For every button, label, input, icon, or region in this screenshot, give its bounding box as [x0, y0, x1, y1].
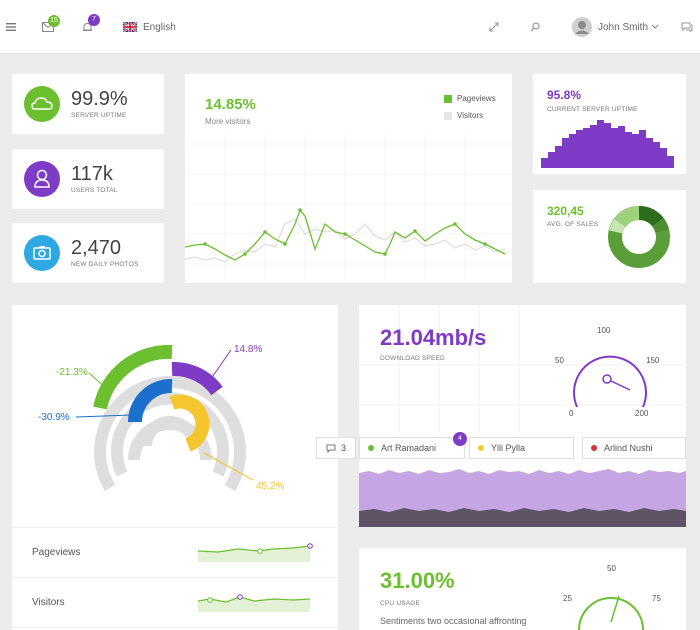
visitors-line-chart: [185, 134, 512, 283]
uptime-label: SERVER UPTIME: [71, 112, 127, 119]
visitors-sparkline: [198, 594, 311, 612]
language-selector[interactable]: English: [123, 0, 176, 54]
cpu-text: Sentiments two occasional affronting: [380, 616, 527, 626]
users-value: 117k: [71, 163, 113, 185]
radial-bar-chart: [75, 344, 254, 492]
cpu-tick-75: 75: [652, 594, 661, 603]
cpu-usage-card: 31.00% CPU USAGE Sentiments two occasion…: [359, 548, 686, 630]
users-label: USERS TOTAL: [71, 187, 118, 194]
download-label: DOWNLOAD SPEED: [380, 355, 445, 362]
comment-count: 3: [340, 443, 346, 453]
cpu-value: 31.00%: [380, 568, 455, 593]
status-dot: [591, 445, 597, 451]
camera-icon: [24, 235, 60, 271]
comments-tab[interactable]: 3: [316, 437, 356, 459]
legend-pageviews[interactable]: Pageviews: [444, 94, 496, 103]
mail-badge: 15: [48, 15, 60, 27]
menu-icon[interactable]: [6, 0, 16, 54]
people-badge: 4: [453, 432, 467, 446]
top-bar: 15 7 English John Smith: [0, 0, 700, 54]
legend-swatch: [444, 111, 452, 120]
divider: [12, 627, 338, 628]
radial-label-d: 45.2%: [256, 481, 285, 492]
download-grid: [359, 305, 686, 435]
download-area-chart: [359, 469, 686, 527]
gauge-tick-100: 100: [597, 326, 611, 335]
photos-label: NEW DAILY PHOTOS: [71, 261, 139, 268]
user-menu[interactable]: John Smith: [572, 0, 659, 54]
user-name: John Smith: [598, 21, 649, 33]
radial-label-a: 14.8%: [234, 344, 263, 355]
visitors-chart-card: 14.85% More visitors Pageviews Visitors: [185, 74, 512, 283]
cpu-tick-25: 25: [563, 594, 572, 603]
person-name: Ylli Pylla: [491, 443, 526, 453]
photos-value: 2,470: [71, 237, 122, 259]
gauge-tick-150: 150: [646, 356, 660, 365]
cpu-label: CPU USAGE: [380, 600, 421, 607]
person-name: Art Ramadani: [381, 443, 437, 453]
cpu-gauge: [578, 595, 644, 630]
person-tab-art[interactable]: Art Ramadani: [359, 437, 465, 459]
search-icon[interactable]: [530, 0, 540, 54]
gauge-tick-50: 50: [555, 356, 564, 365]
sales-label: AVG. OF SALES: [547, 221, 599, 228]
server-uptime-bars-card: 95.8% CURRENT SERVER UPTIME: [533, 74, 686, 174]
server-uptime-card: 99.9% SERVER UPTIME: [12, 74, 164, 134]
server-value: 95.8%: [547, 88, 582, 102]
chevron-down-icon: [651, 24, 659, 29]
sales-donut-chart: [608, 206, 670, 268]
radial-label-b: -21.3%: [56, 367, 88, 378]
row-visitors-label: Visitors: [32, 597, 65, 608]
visitors-label: More visitors: [205, 117, 251, 126]
uptime-value: 99.9%: [71, 88, 128, 110]
pageviews-sparkline: [198, 543, 313, 562]
legend-pageviews-label: Pageviews: [457, 94, 496, 103]
bell-icon[interactable]: [82, 0, 93, 54]
server-label: CURRENT SERVER UPTIME: [547, 106, 638, 113]
gauge-tick-200: 200: [635, 409, 649, 418]
legend-visitors-label: Visitors: [457, 111, 484, 120]
download-gauge: [573, 355, 647, 408]
cpu-tick-50: 50: [607, 564, 616, 573]
radial-label-c: -30.9%: [38, 412, 70, 423]
status-dot: [368, 445, 374, 451]
user-icon: [24, 161, 60, 197]
daily-photos-card: 2,470 NEW DAILY PHOTOS: [12, 223, 164, 283]
language-label: English: [143, 21, 176, 33]
status-dot: [478, 445, 484, 451]
uk-flag-icon: [123, 22, 137, 32]
download-value: 21.04mb/s: [380, 325, 487, 350]
download-speed-card: 21.04mb/s DOWNLOAD SPEED 0 50 100 150 20…: [359, 305, 686, 527]
legend-swatch: [444, 94, 452, 103]
radial-chart-card: 14.8% -21.3% -30.9% 45.2% Pageviews Visi…: [12, 305, 338, 630]
server-bar-chart: [541, 120, 674, 168]
divider: [12, 577, 338, 578]
bell-badge: 7: [88, 14, 100, 26]
gauge-tick-0: 0: [569, 409, 574, 418]
expand-icon[interactable]: [489, 0, 499, 54]
person-tab-arlind[interactable]: Arlind Nushi: [582, 437, 686, 459]
person-tab-ylli[interactable]: Ylli Pylla: [469, 437, 574, 459]
visitors-value: 14.85%: [205, 96, 256, 113]
divider: [12, 527, 338, 528]
avatar: [572, 17, 592, 37]
person-name: Arlind Nushi: [604, 443, 653, 453]
cloud-icon: [24, 86, 60, 122]
avg-sales-card: 320,45 AVG. OF SALES: [533, 190, 686, 283]
chat-icon[interactable]: [681, 0, 693, 54]
legend-visitors[interactable]: Visitors: [444, 111, 483, 120]
mail-icon[interactable]: [42, 0, 54, 54]
comment-icon: [326, 444, 336, 453]
row-pageviews-label: Pageviews: [32, 547, 81, 558]
sales-value: 320,45: [547, 204, 584, 218]
users-total-card: 117k USERS TOTAL: [12, 149, 164, 209]
